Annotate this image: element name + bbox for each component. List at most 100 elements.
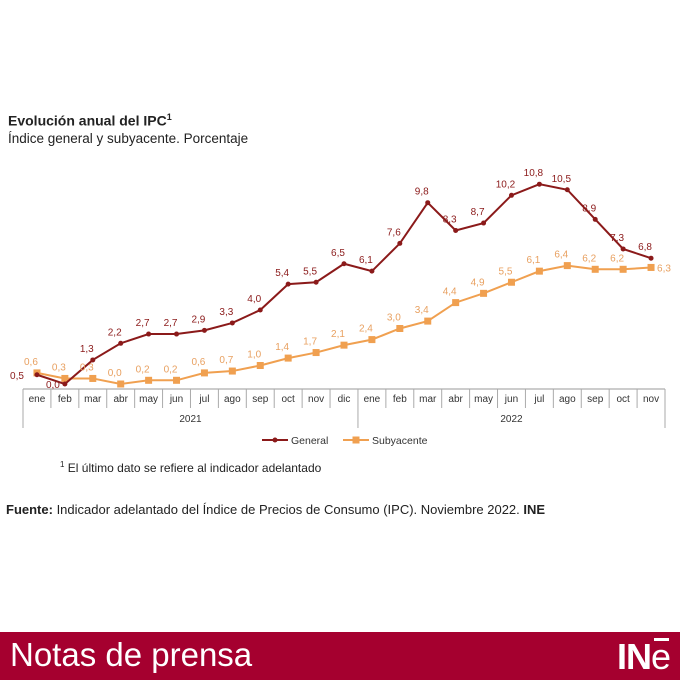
ipc-line-chart: ene feb mar abr may jun jul ago sep oct nov dic ene f…: [10, 168, 671, 447]
legend-label-general: General: [291, 435, 328, 447]
data-label-subyacente: 6,4: [554, 250, 568, 261]
x-tick-label: jul: [198, 394, 209, 405]
data-point-general: [62, 381, 68, 387]
x-tick-label: jul: [533, 394, 544, 405]
data-label-subyacente: 0,3: [80, 362, 94, 373]
data-label-general: 1,3: [80, 344, 94, 355]
source-org: INE: [523, 502, 546, 517]
data-label-subyacente: 2,1: [331, 329, 345, 340]
data-label-subyacente: 0,2: [136, 364, 150, 375]
data-point-subyacente: [424, 317, 432, 325]
x-tick-label: mar: [419, 394, 437, 405]
data-point-subyacente: [89, 374, 97, 382]
data-label-subyacente: 3,0: [387, 313, 401, 324]
x-tick-label: abr: [448, 394, 463, 405]
data-label-subyacente: 1,4: [275, 342, 289, 353]
data-label-subyacente: 6,2: [610, 253, 624, 264]
data-label-general: 6,5: [331, 248, 345, 259]
data-point-general: [592, 216, 598, 222]
data-label-general: 2,2: [108, 327, 122, 338]
x-tick-label: oct: [282, 394, 296, 405]
data-label-general: 3,3: [219, 307, 233, 318]
data-label-general: 10,5: [552, 174, 572, 185]
data-point-subyacente: [340, 341, 348, 349]
data-point-general: [481, 220, 487, 226]
x-tick-label: jun: [169, 394, 183, 405]
source-text: Indicador adelantado del Índice de Preci…: [52, 502, 524, 517]
x-tick-label: mar: [84, 394, 102, 405]
data-point-subyacente: [61, 374, 69, 382]
data-point-subyacente: [200, 369, 208, 377]
data-point-subyacente: [535, 267, 543, 275]
data-point-subyacente: [228, 367, 236, 375]
data-label-general: 5,5: [303, 266, 317, 277]
data-label-general: 7,3: [610, 233, 624, 244]
data-point-subyacente: [368, 336, 376, 344]
x-tick-label: ene: [29, 394, 46, 405]
source-line: Fuente: Indicador adelantado del Índice …: [6, 502, 545, 517]
data-point-general: [508, 192, 514, 198]
data-label-general: 2,9: [191, 314, 205, 325]
data-label-subyacente: 6,3: [657, 263, 671, 274]
title-footnote-mark: 1: [166, 112, 172, 122]
data-point-subyacente: [173, 376, 181, 384]
legend-label-subyacente: Subyacente: [372, 435, 428, 447]
data-point-general: [146, 331, 152, 337]
data-label-subyacente: 4,9: [471, 277, 485, 288]
data-label-general: 9,8: [415, 187, 429, 198]
data-point-subyacente: [563, 262, 571, 270]
x-tick-label: nov: [308, 394, 324, 405]
data-label-subyacente: 6,1: [526, 255, 540, 266]
data-label-subyacente: 0,7: [219, 355, 233, 366]
x-tick-label: sep: [252, 394, 269, 405]
data-point-subyacente: [312, 349, 320, 357]
data-point-general: [257, 307, 263, 313]
data-point-general: [536, 181, 542, 187]
series-line-general: [36, 183, 652, 386]
source-label: Fuente:: [6, 502, 53, 517]
data-point-subyacente: [619, 265, 627, 273]
data-label-subyacente: 5,5: [499, 266, 513, 277]
chart-title: Evolución anual del IPC1: [8, 112, 172, 129]
x-tick-label: feb: [393, 394, 407, 405]
x-tick-label: sep: [587, 394, 604, 405]
data-point-general: [34, 372, 40, 378]
series-line-subyacente: [36, 264, 652, 386]
data-point-general: [118, 340, 124, 346]
data-label-subyacente: 0,6: [24, 357, 38, 368]
data-point-subyacente: [117, 380, 125, 388]
data-label-subyacente: 0,0: [108, 368, 122, 379]
data-point-general: [174, 331, 180, 337]
data-label-general: 4,0: [247, 294, 261, 305]
data-label-general: 6,8: [638, 242, 652, 253]
chart-subtitle: Índice general y subyacente. Porcentaje: [8, 131, 249, 146]
footnote: 1 El último dato se refiere al indicador…: [60, 460, 321, 475]
data-point-general: [620, 246, 626, 252]
footnote-text: El último dato se refiere al indicador a…: [67, 461, 322, 475]
data-label-general: 8,9: [582, 203, 596, 214]
data-label-general: 5,4: [275, 268, 289, 279]
year-label: 2021: [179, 414, 202, 425]
data-label-subyacente: 6,2: [582, 253, 596, 264]
data-label-general: 6,1: [359, 255, 373, 266]
legend-marker-subyacente: [352, 436, 360, 444]
data-point-general: [397, 240, 403, 246]
data-label-general: 0,5: [10, 371, 24, 382]
data-point-general: [564, 187, 570, 193]
x-tick-label: jun: [504, 394, 518, 405]
data-point-general: [90, 357, 96, 363]
data-label-general: 8,3: [443, 214, 457, 225]
x-tick-label: may: [139, 394, 158, 405]
x-tick-label: abr: [113, 394, 128, 405]
data-point-general: [341, 261, 347, 267]
x-tick-label: feb: [58, 394, 72, 405]
data-point-subyacente: [647, 263, 655, 271]
data-label-general: 8,7: [471, 207, 485, 218]
x-tick-label: ago: [224, 394, 241, 405]
data-point-subyacente: [452, 299, 460, 307]
data-point-general: [201, 327, 207, 333]
x-tick-label: dic: [338, 394, 351, 405]
footnote-mark: 1: [60, 460, 65, 469]
year-label: 2022: [500, 414, 523, 425]
data-point-subyacente: [284, 354, 292, 362]
